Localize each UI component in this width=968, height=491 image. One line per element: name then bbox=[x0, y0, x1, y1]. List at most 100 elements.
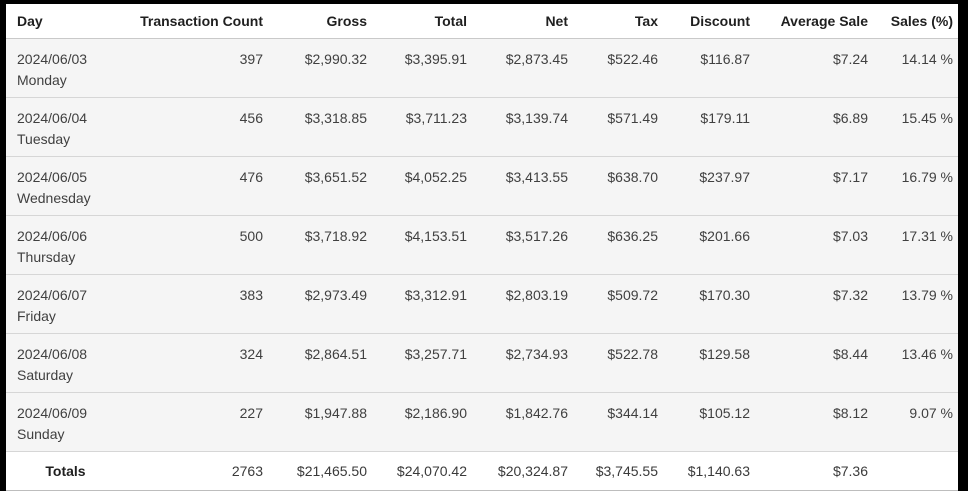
table-body: 2024/06/03 Monday 397 $2,990.32 $3,395.9… bbox=[6, 38, 958, 491]
average-sale-cell: $8.44 bbox=[832, 346, 868, 362]
tax-cell: $522.78 bbox=[607, 346, 658, 362]
column-header-day: Day bbox=[6, 4, 133, 39]
totals-average-sale: $7.36 bbox=[832, 463, 868, 479]
table-row: 2024/06/04 Tuesday 456 $3,318.85 $3,711.… bbox=[6, 97, 958, 157]
table-row: 2024/06/08 Saturday 324 $2,864.51 $3,257… bbox=[6, 333, 958, 393]
totals-gross: $21,465.50 bbox=[296, 463, 367, 479]
transaction-count-cell: 324 bbox=[239, 346, 263, 362]
totals-row: Totals 2763 $21,465.50 $24,070.42 $20,32… bbox=[6, 451, 958, 491]
net-cell: $3,413.55 bbox=[505, 169, 568, 185]
totals-total: $24,070.42 bbox=[396, 463, 467, 479]
discount-cell: $237.97 bbox=[699, 169, 750, 185]
discount-cell: $201.66 bbox=[699, 228, 750, 244]
column-header-gross: Gross bbox=[273, 4, 377, 39]
discount-cell: $179.11 bbox=[700, 110, 750, 126]
row-date: 2024/06/05 bbox=[17, 169, 88, 185]
column-header-transaction-count: Transaction Count bbox=[133, 4, 273, 39]
row-date: 2024/06/09 bbox=[17, 405, 88, 421]
sales-pct-cell: 14.14 % bbox=[901, 51, 953, 67]
column-header-net: Net bbox=[477, 4, 578, 39]
sales-pct-cell: 17.31 % bbox=[901, 228, 953, 244]
average-sale-cell: $6.89 bbox=[832, 110, 868, 126]
sales-report-panel: Day Transaction Count Gross Total Net Ta… bbox=[6, 4, 958, 491]
tax-cell: $571.49 bbox=[607, 110, 658, 126]
total-cell: $3,395.91 bbox=[404, 51, 467, 67]
tax-cell: $509.72 bbox=[607, 287, 658, 303]
totals-label: Totals bbox=[45, 463, 86, 479]
transaction-count-cell: 397 bbox=[239, 51, 263, 67]
total-cell: $4,153.51 bbox=[404, 228, 467, 244]
discount-cell: $170.30 bbox=[699, 287, 750, 303]
total-cell: $3,312.91 bbox=[404, 287, 467, 303]
column-header-total: Total bbox=[377, 4, 477, 39]
day-cell: 2024/06/06 Thursday bbox=[6, 216, 133, 275]
totals-discount: $1,140.63 bbox=[687, 463, 750, 479]
column-header-sales-pct: Sales (%) bbox=[878, 4, 958, 39]
day-cell: 2024/06/09 Sunday bbox=[6, 393, 133, 452]
row-day-name: Saturday bbox=[17, 367, 74, 383]
discount-cell: $105.12 bbox=[699, 405, 750, 421]
header-row: Day Transaction Count Gross Total Net Ta… bbox=[6, 4, 958, 39]
row-day-name: Monday bbox=[17, 72, 67, 88]
totals-net: $20,324.87 bbox=[497, 463, 568, 479]
total-cell: $3,711.23 bbox=[405, 110, 467, 126]
net-cell: $1,842.76 bbox=[505, 405, 568, 421]
net-cell: $2,734.93 bbox=[505, 346, 568, 362]
row-date: 2024/06/07 bbox=[17, 287, 88, 303]
discount-cell: $116.87 bbox=[700, 51, 750, 67]
sales-pct-cell: 13.79 % bbox=[901, 287, 953, 303]
table-row: 2024/06/05 Wednesday 476 $3,651.52 $4,05… bbox=[6, 156, 958, 216]
totals-sales-pct bbox=[878, 452, 958, 491]
table-row: 2024/06/07 Friday 383 $2,973.49 $3,312.9… bbox=[6, 274, 958, 334]
table-row: 2024/06/03 Monday 397 $2,990.32 $3,395.9… bbox=[6, 38, 958, 98]
transaction-count-cell: 476 bbox=[239, 169, 263, 185]
column-header-average-sale: Average Sale bbox=[760, 4, 878, 39]
gross-cell: $2,990.32 bbox=[304, 51, 367, 67]
average-sale-cell: $7.17 bbox=[832, 169, 868, 185]
day-cell: 2024/06/08 Saturday bbox=[6, 334, 133, 393]
gross-cell: $3,318.85 bbox=[304, 110, 367, 126]
transaction-count-cell: 500 bbox=[239, 228, 263, 244]
net-cell: $3,517.26 bbox=[505, 228, 568, 244]
gross-cell: $1,947.88 bbox=[304, 405, 367, 421]
tax-cell: $344.14 bbox=[607, 405, 658, 421]
total-cell: $4,052.25 bbox=[404, 169, 467, 185]
sales-pct-cell: 13.46 % bbox=[901, 346, 953, 362]
average-sale-cell: $8.12 bbox=[832, 405, 868, 421]
gross-cell: $3,718.92 bbox=[304, 228, 367, 244]
average-sale-cell: $7.24 bbox=[832, 51, 868, 67]
row-date: 2024/06/04 bbox=[17, 110, 88, 126]
transaction-count-cell: 383 bbox=[239, 287, 263, 303]
sales-pct-cell: 15.45 % bbox=[901, 110, 953, 126]
row-day-name: Friday bbox=[17, 308, 56, 324]
tax-cell: $522.46 bbox=[607, 51, 658, 67]
row-day-name: Sunday bbox=[17, 426, 65, 442]
row-date: 2024/06/08 bbox=[17, 346, 88, 362]
discount-cell: $129.58 bbox=[699, 346, 750, 362]
net-cell: $2,803.19 bbox=[505, 287, 568, 303]
day-cell: 2024/06/05 Wednesday bbox=[6, 157, 133, 216]
row-date: 2024/06/03 bbox=[17, 51, 88, 67]
table-header: Day Transaction Count Gross Total Net Ta… bbox=[6, 4, 958, 39]
net-cell: $2,873.45 bbox=[505, 51, 568, 67]
totals-tax: $3,745.55 bbox=[595, 463, 658, 479]
net-cell: $3,139.74 bbox=[505, 110, 568, 126]
day-cell: 2024/06/07 Friday bbox=[6, 275, 133, 334]
transaction-count-cell: 227 bbox=[239, 405, 263, 421]
transaction-count-cell: 456 bbox=[239, 110, 263, 126]
column-header-tax: Tax bbox=[578, 4, 668, 39]
average-sale-cell: $7.32 bbox=[832, 287, 868, 303]
day-cell: 2024/06/04 Tuesday bbox=[6, 98, 133, 157]
totals-transaction-count: 2763 bbox=[231, 463, 263, 479]
total-cell: $3,257.71 bbox=[404, 346, 467, 362]
gross-cell: $2,864.51 bbox=[304, 346, 367, 362]
sales-pct-cell: 9.07 % bbox=[909, 405, 953, 421]
tax-cell: $638.70 bbox=[607, 169, 658, 185]
day-cell: 2024/06/03 Monday bbox=[6, 39, 133, 98]
average-sale-cell: $7.03 bbox=[832, 228, 868, 244]
sales-pct-cell: 16.79 % bbox=[901, 169, 953, 185]
total-cell: $2,186.90 bbox=[404, 405, 467, 421]
table-row: 2024/06/06 Thursday 500 $3,718.92 $4,153… bbox=[6, 215, 958, 275]
row-day-name: Thursday bbox=[17, 249, 76, 265]
gross-cell: $3,651.52 bbox=[304, 169, 367, 185]
